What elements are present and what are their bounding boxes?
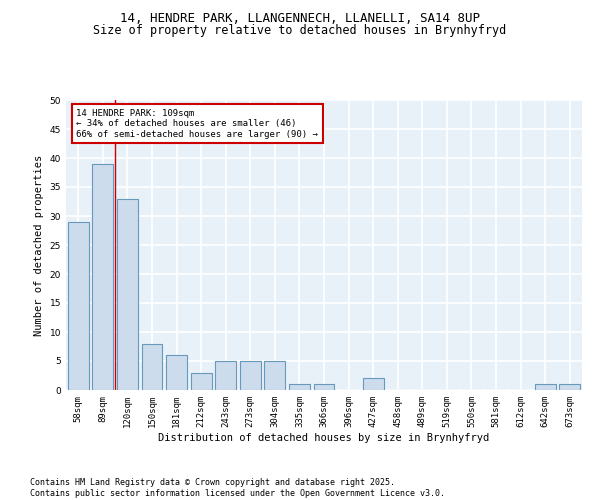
Bar — [314, 384, 334, 390]
Bar — [166, 355, 187, 390]
Bar — [142, 344, 163, 390]
Bar — [362, 378, 383, 390]
Bar — [92, 164, 113, 390]
Bar — [535, 384, 556, 390]
Bar — [191, 372, 212, 390]
Text: 14, HENDRE PARK, LLANGENNECH, LLANELLI, SA14 8UP: 14, HENDRE PARK, LLANGENNECH, LLANELLI, … — [120, 12, 480, 26]
Bar — [117, 198, 138, 390]
Bar — [215, 361, 236, 390]
Text: 14 HENDRE PARK: 109sqm
← 34% of detached houses are smaller (46)
66% of semi-det: 14 HENDRE PARK: 109sqm ← 34% of detached… — [76, 108, 318, 138]
Text: Size of property relative to detached houses in Brynhyfryd: Size of property relative to detached ho… — [94, 24, 506, 37]
Bar — [240, 361, 261, 390]
Text: Contains HM Land Registry data © Crown copyright and database right 2025.
Contai: Contains HM Land Registry data © Crown c… — [30, 478, 445, 498]
Bar — [559, 384, 580, 390]
X-axis label: Distribution of detached houses by size in Brynhyfryd: Distribution of detached houses by size … — [158, 432, 490, 442]
Bar — [68, 222, 89, 390]
Bar — [289, 384, 310, 390]
Y-axis label: Number of detached properties: Number of detached properties — [34, 154, 44, 336]
Bar — [265, 361, 286, 390]
